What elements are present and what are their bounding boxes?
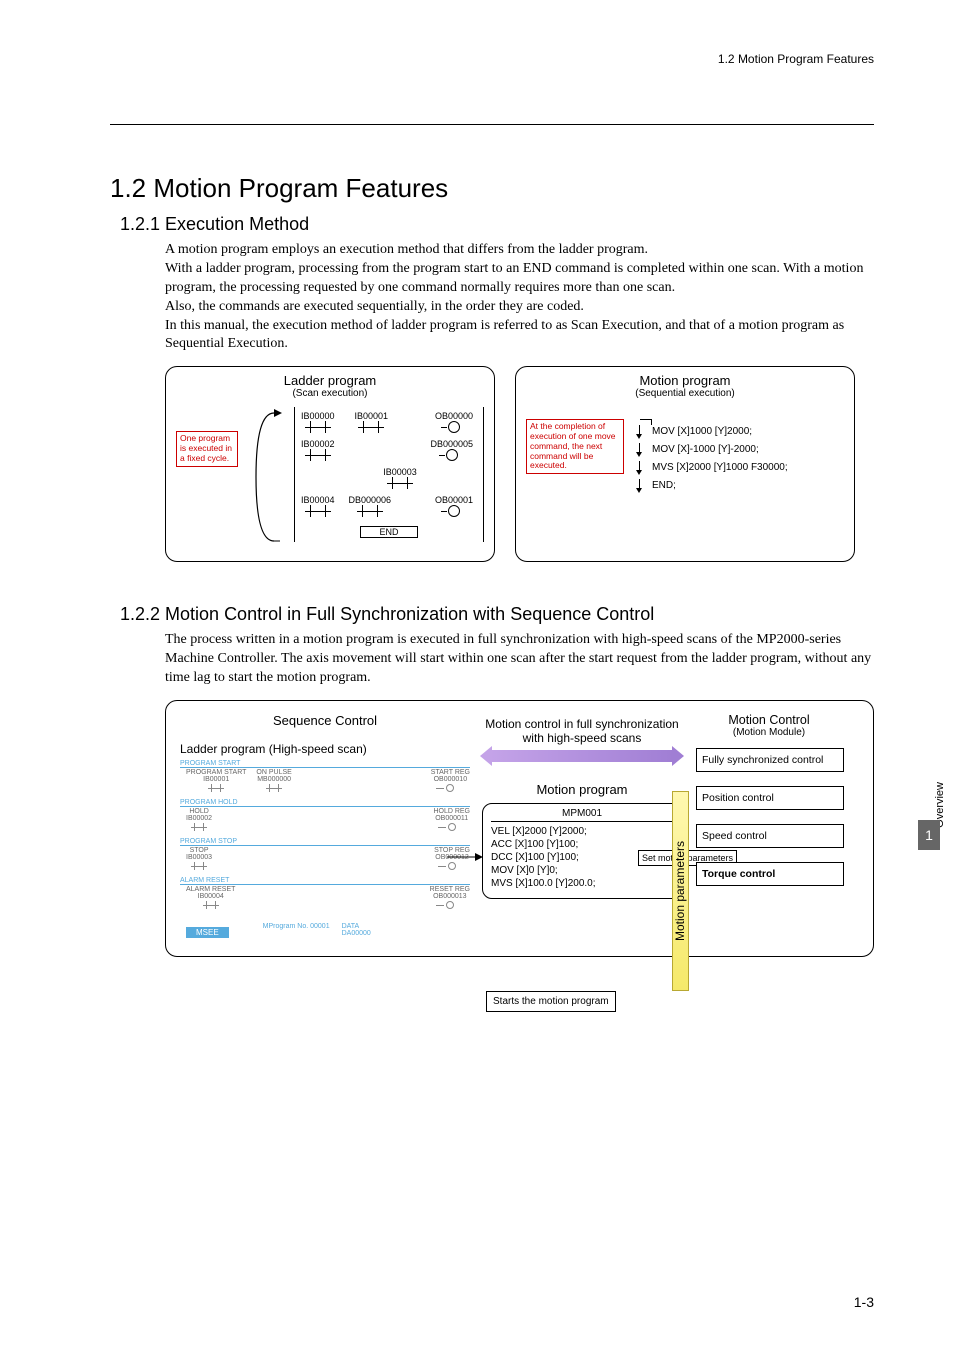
mock-group-label: PROGRAM STOP bbox=[180, 838, 470, 846]
subsection-1-para: A motion program employs an execution me… bbox=[165, 241, 874, 354]
mc-sub: (Motion Module) bbox=[694, 727, 844, 738]
mock-rung: ALARM RESETIB00004RESET REGOB000013 bbox=[180, 885, 470, 914]
motion-sub: (Sequential execution) bbox=[526, 388, 844, 399]
mp-label: Motion program bbox=[482, 782, 682, 797]
mock-group-label: PROGRAM HOLD bbox=[180, 799, 470, 807]
mock-group-label: PROGRAM START bbox=[180, 760, 470, 768]
sync-arrow-icon bbox=[490, 750, 674, 762]
end-box: END bbox=[360, 526, 417, 538]
msee-badge: MSEE bbox=[186, 927, 229, 938]
page-number: 1-3 bbox=[854, 1294, 874, 1310]
msee-a: MProgram No. 00001 bbox=[263, 923, 330, 937]
starts-box: Starts the motion program bbox=[486, 991, 616, 1012]
control-box: Speed control bbox=[696, 824, 844, 848]
r4b: DB000006 bbox=[349, 495, 392, 505]
r4a: IB00004 bbox=[301, 495, 335, 505]
sync-text: Motion control in full synchronization w… bbox=[482, 717, 682, 746]
subsection-2-title: 1.2.2 Motion Control in Full Synchroniza… bbox=[120, 604, 874, 625]
control-box: Fully synchronized control bbox=[696, 748, 844, 772]
r3a: IB00003 bbox=[383, 467, 417, 477]
ladder-title: Ladder program bbox=[176, 373, 484, 388]
header-breadcrumb: 1.2 Motion Program Features bbox=[718, 52, 874, 66]
ladder-scan-title: Ladder program (High-speed scan) bbox=[180, 742, 470, 756]
ml0: MOV [X]1000 [Y]2000; bbox=[652, 426, 752, 437]
mock-rung: STOPIB00003STOP REGOB000012 bbox=[180, 846, 470, 875]
motion-title: Motion program bbox=[526, 373, 844, 388]
r1b: IB00001 bbox=[355, 411, 389, 421]
ladder-note: One program is executed in a fixed cycle… bbox=[176, 431, 238, 466]
header-rule bbox=[110, 124, 874, 125]
arrow-right-icon bbox=[447, 850, 483, 864]
control-box: Position control bbox=[696, 786, 844, 810]
mock-group-label: ALARM RESET bbox=[180, 877, 470, 885]
r2a: IB00002 bbox=[301, 439, 335, 449]
msee-b: DATA DA00000 bbox=[342, 923, 371, 937]
control-box: Torque control bbox=[696, 862, 844, 886]
r2o: DB000005 bbox=[430, 439, 473, 449]
section-title: 1.2 Motion Program Features bbox=[110, 173, 874, 204]
ladder-sub: (Scan execution) bbox=[176, 388, 484, 399]
motion-note: At the completion of execution of one mo… bbox=[526, 419, 624, 474]
diagram-sync-control: Sequence Control Ladder program (High-sp… bbox=[165, 700, 874, 957]
motion-params-bar: Motion parameters bbox=[672, 791, 689, 991]
r1o: OB00000 bbox=[435, 411, 473, 421]
mp-name: MPM001 bbox=[491, 808, 673, 822]
r4o: OB00001 bbox=[435, 495, 473, 505]
seq-title: Sequence Control bbox=[180, 713, 470, 728]
ml2: MVS [X]2000 [Y]1000 F30000; bbox=[652, 462, 788, 473]
mock-ladder: PROGRAM STARTPROGRAM STARTIB00001ON PULS… bbox=[180, 760, 470, 938]
subsection-2-para: The process written in a motion program … bbox=[165, 631, 874, 688]
mc-title: Motion Control bbox=[694, 713, 844, 727]
subsection-1-title: 1.2.1 Execution Method bbox=[120, 214, 874, 235]
ml1: MOV [X]-1000 [Y]-2000; bbox=[652, 444, 759, 455]
ml3: END; bbox=[652, 480, 676, 491]
diagram-execution-method: Ladder program (Scan execution) One prog… bbox=[165, 366, 874, 562]
mock-rung: PROGRAM STARTIB00001ON PULSEMB000000STAR… bbox=[180, 768, 470, 797]
r1a: IB00000 bbox=[301, 411, 335, 421]
chapter-marker: 1 bbox=[918, 820, 940, 850]
mock-rung: HOLDIB00002HOLD REGOB000011 bbox=[180, 807, 470, 836]
cycle-arrow-icon bbox=[244, 407, 288, 547]
